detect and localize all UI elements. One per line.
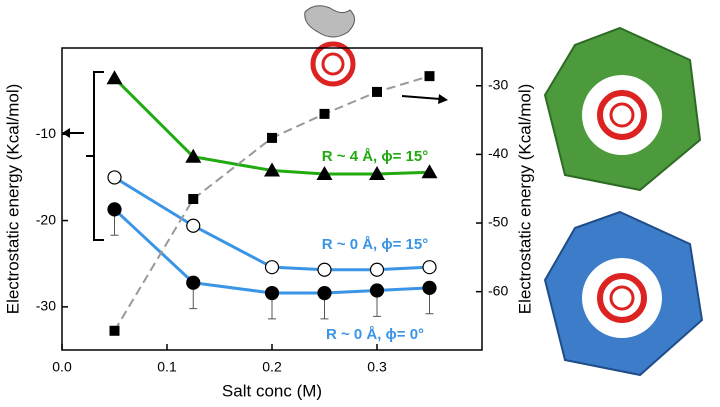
y-axis-title: Electrostatic energy (Kcal/mol) <box>3 84 22 315</box>
series-label: R ~ 4 Å, ϕ= 15° <box>322 148 428 165</box>
arrow-right-head <box>438 94 448 104</box>
arrow-right <box>401 95 441 100</box>
series-line <box>113 75 430 332</box>
triangle-marker <box>369 165 385 180</box>
x-tick-label: 0.3 <box>367 359 387 375</box>
circle-marker <box>186 275 201 290</box>
square-marker <box>424 71 435 82</box>
circle-marker <box>422 260 437 275</box>
square-marker <box>372 86 382 97</box>
x-tick-label: 0.2 <box>262 359 282 375</box>
triangle-marker <box>421 164 438 179</box>
protein-green <box>543 26 702 192</box>
circle-marker <box>369 283 385 298</box>
x-tick-label: 0.0 <box>52 359 72 375</box>
triangle-marker <box>264 162 280 177</box>
y2-tick-label: -40 <box>488 145 508 161</box>
bracket <box>86 71 104 241</box>
protein-blue <box>543 210 704 377</box>
y-tick-label: -30 <box>36 298 56 314</box>
circle-marker <box>264 260 280 275</box>
circle-marker <box>107 170 122 185</box>
y2-tick-label: -50 <box>488 214 508 230</box>
arrow-left-head <box>62 128 70 138</box>
protein-top <box>304 5 356 87</box>
circle-marker <box>369 262 385 277</box>
y-tick-label: -20 <box>36 211 56 227</box>
y-tick-label: -10 <box>36 125 56 141</box>
series-line <box>113 176 430 272</box>
circle-marker <box>186 218 201 233</box>
circle-marker <box>264 285 280 301</box>
triangle-marker <box>316 165 333 180</box>
circle-marker <box>317 262 332 277</box>
x-axis-title: Salt conc (M) <box>222 381 322 400</box>
y2-tick-label: -60 <box>488 282 508 298</box>
y2-axis-title: Electrostatic energy (Kcal/mol) <box>515 84 534 315</box>
circle-marker <box>317 285 332 301</box>
series-label: R ~ 0 Å, ϕ= 15° <box>322 236 428 253</box>
series-label: R ~ 0 Å, ϕ= 0° <box>326 326 424 343</box>
circle-marker <box>107 202 122 217</box>
y2-tick-label: -30 <box>488 76 508 92</box>
square-marker <box>109 325 120 336</box>
triangle-marker <box>185 148 202 163</box>
series-line <box>113 77 430 176</box>
x-tick-label: 0.1 <box>157 359 177 375</box>
square-marker <box>267 132 277 143</box>
square-marker <box>319 108 330 119</box>
series-line <box>113 208 430 295</box>
triangle-marker <box>106 70 123 85</box>
square-marker <box>188 194 199 204</box>
circle-marker <box>422 280 437 295</box>
